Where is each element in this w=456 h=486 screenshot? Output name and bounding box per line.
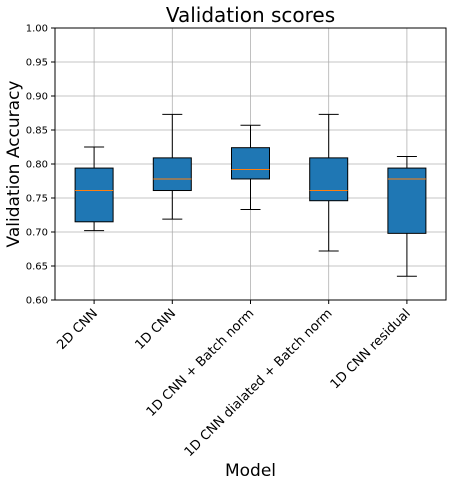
y-tick-label: 0.75 xyxy=(26,194,48,205)
box-group xyxy=(231,124,270,211)
box-group xyxy=(387,156,427,277)
y-tick-label: 0.70 xyxy=(26,228,48,239)
box-iqr xyxy=(152,157,192,192)
y-axis-ticks: 0.60 0.65 0.70 0.75 0.80 0.85 0.90 0.95 1.00 xyxy=(26,24,55,307)
y-axis-label: Validation Accuracy xyxy=(4,81,24,248)
x-axis-label: Model xyxy=(225,461,276,481)
box-iqr xyxy=(231,147,270,180)
box-iqr xyxy=(309,157,349,202)
box-group xyxy=(74,146,114,232)
box-group xyxy=(309,113,349,252)
y-tick-label: 1.00 xyxy=(26,24,48,35)
box-group xyxy=(152,113,192,220)
y-tick-label: 0.85 xyxy=(26,126,48,137)
y-tick-label: 0.80 xyxy=(26,160,48,171)
box-iqr xyxy=(387,167,427,234)
chart-title: Validation scores xyxy=(166,3,335,27)
y-tick-label: 0.95 xyxy=(26,58,48,69)
box-iqr xyxy=(74,167,114,223)
y-tick-label: 0.65 xyxy=(26,262,48,273)
boxes xyxy=(74,113,427,277)
y-tick-label: 0.60 xyxy=(26,296,48,307)
y-tick-label: 0.90 xyxy=(26,92,48,103)
